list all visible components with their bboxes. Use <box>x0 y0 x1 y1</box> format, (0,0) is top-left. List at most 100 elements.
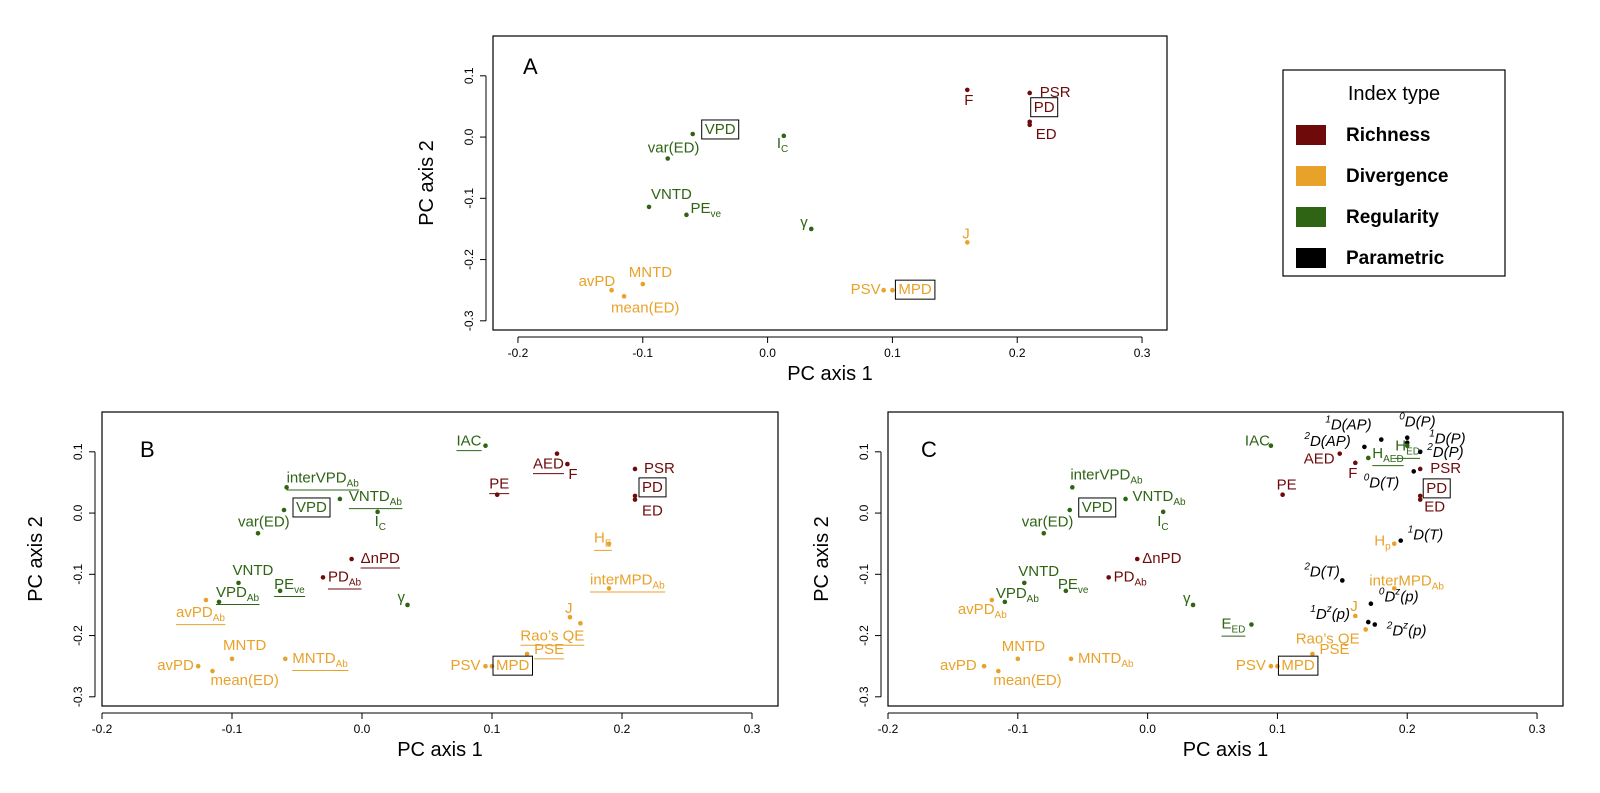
point-H_p <box>1391 541 1397 546</box>
point-label-E_ED: EED <box>1221 616 1245 636</box>
point-label-avPDAb: avPDAb <box>958 601 1007 621</box>
point-VPDAb <box>216 599 222 605</box>
label-box <box>1277 655 1319 676</box>
point-label-avPD: avPD <box>940 657 977 674</box>
point-label-var(ED): var(ED) <box>1022 513 1074 530</box>
point-label-0Dz(p): 0Dz(p) <box>1379 586 1419 605</box>
point-0Dz(p) <box>1368 601 1374 607</box>
x-tick-label: 0.3 <box>1134 346 1151 360</box>
point-label-VNTD: VNTD <box>1018 563 1059 580</box>
x-tick-label: 0.1 <box>1269 722 1286 736</box>
x-tick-label: -0.2 <box>508 346 529 360</box>
point-H_ED <box>606 541 612 546</box>
point-label-mean(ED): mean(ED) <box>611 299 679 316</box>
y-tick-label: -0.3 <box>462 310 476 331</box>
label-box <box>701 119 740 140</box>
point-interMPDAb <box>1391 586 1397 591</box>
point-interVPDAb <box>284 485 289 490</box>
point-label-2D(T): 2D(T) <box>1303 561 1340 580</box>
legend-swatch-regularity <box>1296 207 1326 227</box>
point-avPDAb <box>989 597 995 603</box>
point-label-MNTDAb: MNTDAb <box>1078 650 1134 670</box>
legend-label-divergence: Divergence <box>1346 166 1448 187</box>
point-avPD <box>981 663 987 669</box>
point-label-PSV: PSV <box>851 281 881 298</box>
x-tick-label: 0.0 <box>1139 722 1156 736</box>
x-tick-label: 0.0 <box>759 346 776 360</box>
legend-swatch-richness <box>1296 125 1326 145</box>
point-MNTD <box>1015 656 1021 662</box>
point-label-VNTD: VNTD <box>233 562 274 579</box>
point-interMPDAb <box>606 586 612 591</box>
point-PEve <box>1063 588 1069 594</box>
y-axis-title: PC axis 2 <box>25 516 47 602</box>
x-tick-label: 0.1 <box>484 722 501 736</box>
point-VPD <box>1067 507 1073 513</box>
point-label-var(ED): var(ED) <box>238 513 290 530</box>
y-axis-title: PC axis 2 <box>811 516 833 602</box>
y-axis-title: PC axis 2 <box>416 140 438 226</box>
x-tick-label: -0.1 <box>632 346 653 360</box>
point-H_ED <box>1404 443 1410 448</box>
y-tick-label: -0.3 <box>857 686 871 707</box>
legend-label-parametric: Parametric <box>1346 248 1445 269</box>
point-PSV <box>483 663 488 669</box>
panel-c: C -0.2 -0.1 0.0 0.1 0.2 0.3 0.1 0.0 -0.1 -0.2 -0.3 P… <box>811 411 1564 761</box>
point-label-F: F <box>964 92 973 109</box>
y-tick-label: 0.0 <box>462 128 476 145</box>
point-label-VPD: VPD <box>296 499 327 516</box>
point-PSE <box>524 651 530 657</box>
x-tick-label: -0.2 <box>92 722 113 736</box>
plot-frame <box>492 35 1168 331</box>
point-PSR <box>1417 466 1423 472</box>
point-label-VPD: VPD <box>705 121 736 138</box>
x-tick-label: 0.2 <box>1009 346 1026 360</box>
point-label-PE: PE <box>489 476 509 493</box>
x-tick-label: -0.2 <box>878 722 899 736</box>
point-PEve <box>684 212 689 218</box>
point-PSR <box>632 466 638 472</box>
point-label-PSV: PSV <box>451 657 481 674</box>
point-label-avPD: avPD <box>157 657 194 674</box>
point-label-avPD: avPD <box>579 273 616 290</box>
point-ED <box>1417 497 1423 502</box>
point-label-PD: PD <box>1426 480 1447 497</box>
point-label-PSR: PSR <box>644 460 675 477</box>
legend-title: Index type <box>1348 83 1440 105</box>
point-var(ED) <box>255 530 261 536</box>
point-PSE <box>1310 651 1315 657</box>
y-tick-label: -0.1 <box>71 564 85 585</box>
point-label-ED: ED <box>1424 499 1445 516</box>
point-label-VNTDAb: VNTDAb <box>1133 488 1187 508</box>
legend-label-regularity: Regularity <box>1346 207 1439 228</box>
point-label-2D(AP): 2D(AP) <box>1303 431 1350 450</box>
y-tick-label: -0.1 <box>857 564 871 585</box>
label-box <box>1030 97 1059 118</box>
legend-swatch-parametric <box>1296 248 1326 268</box>
point-label-0D(T): 0D(T) <box>1364 472 1400 491</box>
point-DeltanPD <box>1134 556 1140 562</box>
point-label-F: F <box>568 466 577 483</box>
point-label-interVPDAb: interVPDAb <box>287 469 360 489</box>
point-gamma <box>808 226 814 232</box>
point-label-DeltanPD: ΔnPD <box>361 550 400 567</box>
point-label-gamma: γ <box>398 589 406 606</box>
point-ED <box>632 497 638 502</box>
panel-b: B -0.2 -0.1 0.0 0.1 0.2 0.3 0.1 0.0 -0.1 -0.2 -0.3 P… <box>25 411 779 761</box>
x-tick-label: 0.3 <box>1529 722 1546 736</box>
point-label-PSE: PSE <box>1319 641 1349 658</box>
point-label-gamma: γ <box>1183 590 1191 607</box>
point-label-PD: PD <box>1034 99 1055 116</box>
point-MNTDAb <box>283 656 288 662</box>
x-tick-label: 0.1 <box>884 346 901 360</box>
y-tick-label: -0.1 <box>462 188 476 209</box>
point-VPD <box>690 131 696 137</box>
y-tick-label: -0.2 <box>462 249 476 270</box>
point-DeltanPD <box>349 556 354 562</box>
point-label-H_p: Hp <box>1374 533 1391 553</box>
x-tick-label: 0.3 <box>744 722 761 736</box>
point-label-PE: PE <box>1277 477 1297 494</box>
point-AED <box>1337 451 1343 456</box>
x-axis-title: PC axis 1 <box>787 363 873 385</box>
